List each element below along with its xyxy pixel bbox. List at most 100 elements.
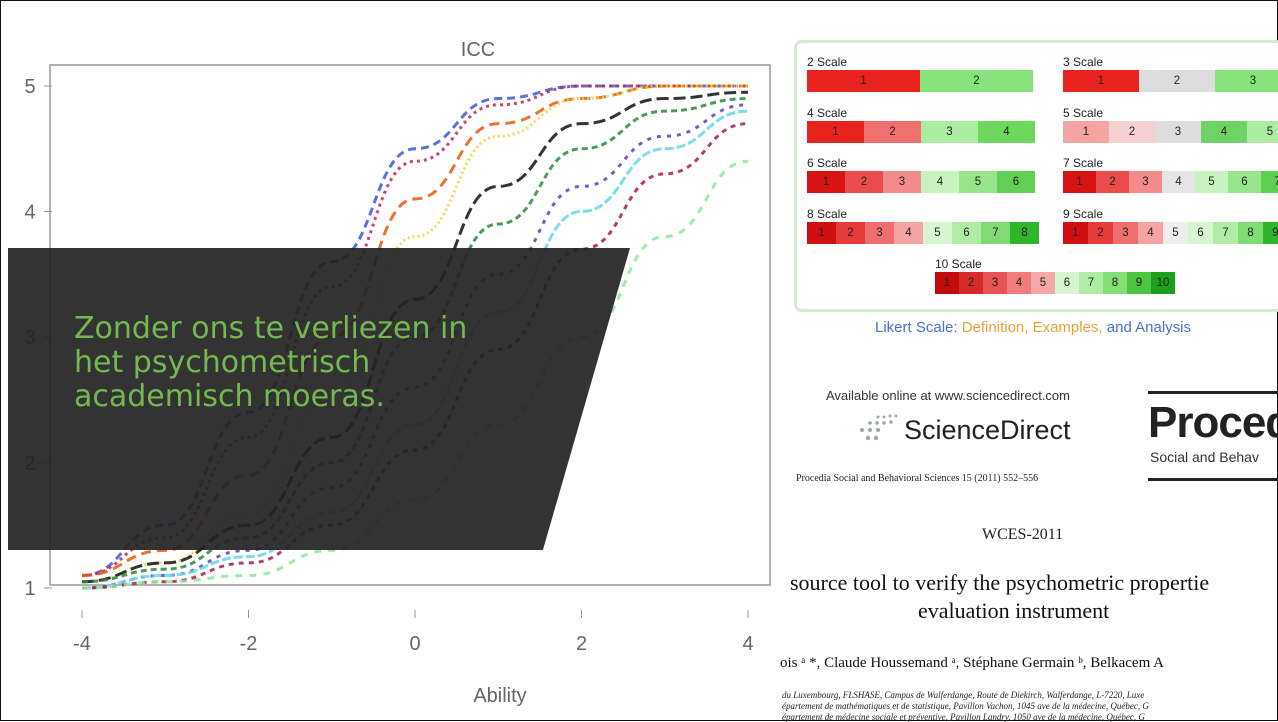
likert-scale: 4 Scale 1 2 3 4	[807, 106, 1035, 143]
likert-segment: 4	[1201, 121, 1247, 143]
y-tick-label: 1	[24, 578, 35, 600]
likert-segment: 3	[921, 121, 978, 143]
icc-series-line	[81, 122, 749, 590]
likert-segment: 3	[1113, 222, 1138, 244]
likert-segment: 2	[920, 70, 1033, 92]
likert-segment: 6	[1228, 171, 1261, 193]
likert-segment: 5	[959, 171, 997, 193]
likert-segment: 1	[807, 171, 845, 193]
likert-segment: 3	[865, 222, 894, 244]
likert-segment: 3	[1215, 70, 1278, 92]
paper-title-line: evaluation instrument	[918, 598, 1110, 623]
likert-segment: 5	[1195, 171, 1228, 193]
likert-segment: 8	[1103, 272, 1127, 294]
likert-segment: 6	[1188, 222, 1213, 244]
likert-segment: 2	[959, 272, 983, 294]
likert-scale-title: 5 Scale	[1063, 106, 1104, 120]
likert-scale-title: 7 Scale	[1063, 156, 1104, 170]
caption-link[interactable]: Definition, Examples,	[961, 319, 1103, 336]
likert-segment: 4	[1162, 171, 1195, 193]
likert-segment: 5	[1247, 121, 1278, 143]
likert-segment: 5	[1031, 272, 1055, 294]
likert-scale-title: 9 Scale	[1063, 207, 1104, 221]
available-online-text: Available online at www.sciencedirect.co…	[826, 388, 1070, 403]
paper-authors: ois ᵃ *, Claude Houssemand ᵃ, Stéphane G…	[780, 655, 1165, 671]
likert-segment: 2	[864, 121, 921, 143]
likert-scale-title: 6 Scale	[807, 156, 848, 170]
likert-segment: 3	[883, 171, 921, 193]
x-tick-label: 4	[742, 633, 753, 655]
procedia-title: Proced	[1148, 398, 1278, 447]
likert-scale-title: 4 Scale	[807, 106, 848, 120]
paper-affiliation: épartement de médecine sociale et préven…	[782, 712, 1145, 722]
likert-segment: 4	[1138, 222, 1163, 244]
likert-scale: 2 Scale 1 2	[807, 55, 1033, 92]
x-tick-label: 2	[576, 633, 587, 655]
likert-segment: 5	[923, 222, 952, 244]
likert-scale: 3 Scale 1 2 3	[1063, 55, 1278, 92]
likert-segment: 8	[1238, 222, 1263, 244]
likert-segment: 4	[921, 171, 959, 193]
icc-series-line	[81, 103, 749, 590]
likert-segment: 2	[1088, 222, 1113, 244]
likert-segment: 4	[894, 222, 923, 244]
likert-segment: 5	[1163, 222, 1188, 244]
sciencedirect-logo: ScienceDirect	[904, 415, 1071, 445]
conference-name: WCES-2011	[982, 526, 1064, 543]
likert-scale: 7 Scale 1 2 3 4 5 6 7	[1063, 156, 1278, 193]
likert-segment: 1	[807, 222, 836, 244]
paper-citation: Procedia Social and Behavioral Sciences …	[796, 473, 1039, 484]
x-tick-label: -4	[73, 633, 91, 655]
x-tick-label: 0	[409, 633, 420, 655]
y-tick-label: 5	[24, 76, 35, 98]
likert-scale-title: 8 Scale	[807, 207, 848, 221]
likert-segment: 7	[981, 222, 1010, 244]
likert-segment: 4	[978, 121, 1035, 143]
likert-segment: 2	[845, 171, 883, 193]
likert-segment: 6	[997, 171, 1035, 193]
likert-scale-bar: 1 2 3 4 5 6 7 8 9 10	[935, 272, 1175, 294]
likert-segment: 4	[1007, 272, 1031, 294]
likert-segment: 10	[1151, 272, 1175, 294]
likert-segment: 3	[983, 272, 1007, 294]
likert-scale: 6 Scale 1 2 3 4 5 6	[807, 156, 1035, 193]
likert-scale: 8 Scale 1 2 3 4 5 6 7 8	[807, 207, 1039, 244]
procedia-rule-top	[1148, 391, 1278, 394]
likert-caption: Likert Scale: Definition, Examples, and …	[875, 319, 1191, 336]
chart-title: ICC	[461, 39, 495, 61]
y-tick-label: 4	[24, 202, 35, 224]
likert-segment: 9	[1127, 272, 1151, 294]
likert-segment: 1	[1063, 171, 1096, 193]
likert-segment: 1	[935, 272, 959, 294]
likert-segment: 7	[1079, 272, 1103, 294]
likert-scale: 5 Scale 1 2 3 4 5	[1063, 106, 1278, 143]
likert-segment: 7	[1213, 222, 1238, 244]
likert-scale: 9 Scale 1 2 3 4 5 6 7 8 9	[1063, 207, 1278, 244]
sciencedirect-logo-icon	[860, 414, 898, 441]
overlay-banner: Zonder ons te verliezen in het psychomet…	[8, 248, 630, 550]
likert-segment: 1	[1063, 222, 1088, 244]
x-axis-label: Ability	[473, 685, 526, 707]
banner-line: het psychometrisch	[74, 345, 371, 380]
likert-segment: 1	[1063, 121, 1109, 143]
procedia-subtitle: Social and Behav	[1150, 449, 1259, 465]
likert-segment: 2	[1109, 121, 1155, 143]
likert-segment: 7	[1261, 171, 1278, 193]
paper-title-line: source tool to verify the psychometric p…	[790, 570, 1210, 595]
icc-series-line	[81, 84, 748, 577]
likert-segment: 2	[1139, 70, 1215, 92]
likert-segment: 3	[1129, 171, 1162, 193]
likert-segment: 1	[807, 121, 864, 143]
x-tick-label: -2	[240, 633, 258, 655]
x-axis: -4 -2 0 2 4	[73, 610, 754, 655]
likert-scale-title: 10 Scale	[935, 257, 982, 271]
likert-segment: 1	[1063, 70, 1139, 92]
caption-part: Likert Scale:	[875, 319, 962, 336]
